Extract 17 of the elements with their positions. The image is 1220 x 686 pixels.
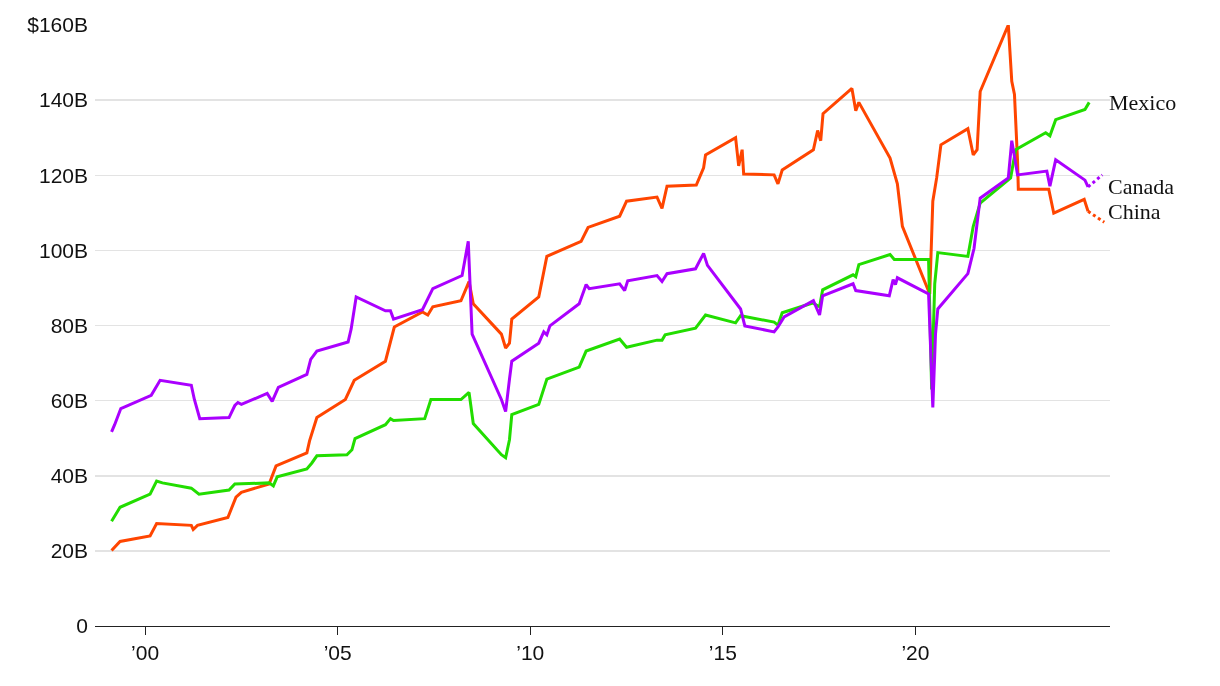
y-tick-label: 120B (38, 163, 88, 187)
y-tick-label: $160B (27, 13, 88, 37)
x-tick-label: ’10 (516, 641, 545, 665)
y-tick-label: 80B (50, 313, 88, 337)
y-tick-label: 0 (76, 614, 88, 638)
x-tick-label: ’15 (708, 641, 737, 665)
y-tick-label: 60B (50, 388, 88, 412)
y-tick-label: 100B (38, 238, 88, 262)
x-tick-label: ’00 (131, 641, 160, 665)
y-tick-label: 140B (38, 88, 88, 112)
series-label: China (1108, 199, 1161, 224)
x-tick-label: ’05 (323, 641, 352, 665)
series-label: Mexico (1109, 90, 1177, 115)
series-label: Canada (1108, 174, 1175, 199)
y-tick-label: 40B (50, 464, 88, 488)
x-tick-label: ’20 (901, 641, 930, 665)
y-tick-label: 20B (50, 539, 88, 563)
